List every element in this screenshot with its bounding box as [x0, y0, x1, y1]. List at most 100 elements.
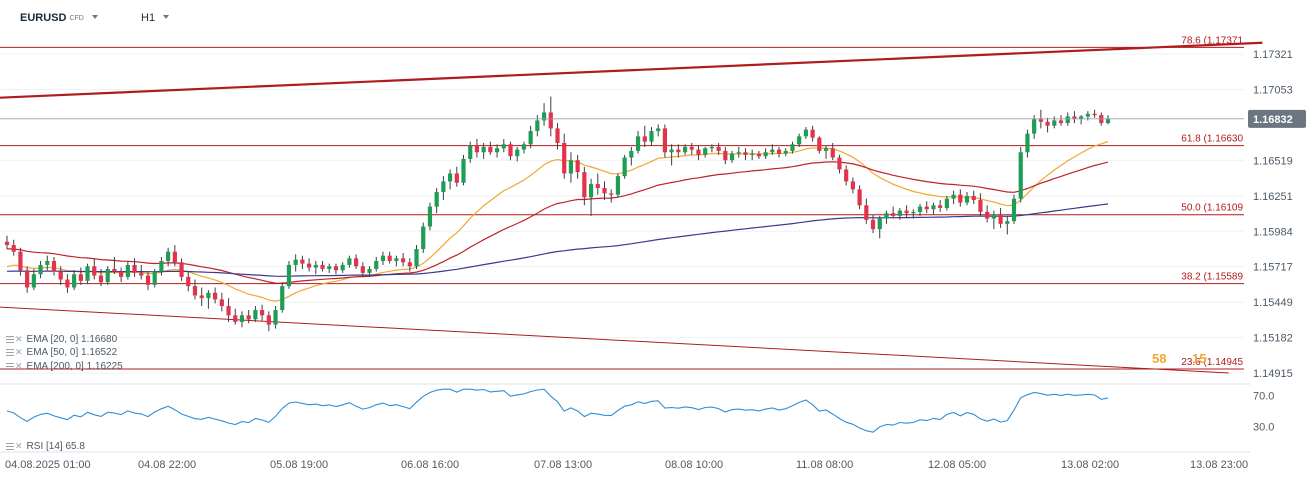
- ema200-legend[interactable]: ✕ EMA [200, 0] 1.16225: [6, 361, 123, 372]
- candle: [394, 255, 399, 267]
- candle-body: [541, 112, 547, 121]
- close-icon[interactable]: ✕: [15, 441, 23, 451]
- candle: [917, 203, 923, 216]
- close-icon[interactable]: ✕: [15, 347, 23, 357]
- symbol-name: EURUSD: [20, 12, 67, 24]
- ema200-label: EMA [200, 0] 1.16225: [26, 361, 123, 372]
- candle: [31, 268, 36, 291]
- candle-body: [327, 266, 332, 269]
- candle: [615, 173, 621, 198]
- chevron-down-icon[interactable]: [163, 15, 170, 19]
- candle: [649, 127, 654, 146]
- candle: [582, 166, 587, 206]
- candle: [535, 115, 540, 137]
- timeframe-selector[interactable]: H1: [141, 12, 170, 24]
- candle: [951, 190, 956, 204]
- price-tick-label: 1.17053: [1253, 85, 1293, 97]
- candle: [985, 205, 990, 223]
- ema50-line: [6, 161, 1109, 284]
- candle: [454, 166, 459, 187]
- symbol-selector[interactable]: EURUSD CFD: [20, 12, 98, 24]
- grid-lines: [0, 53, 1250, 385]
- settings-bars-icon[interactable]: [6, 363, 14, 370]
- ema50-legend[interactable]: ✕ EMA [50, 0] 1.16522: [6, 347, 117, 358]
- candle: [588, 178, 594, 216]
- candle-body: [823, 148, 829, 151]
- candle: [864, 198, 869, 224]
- candle-body: [199, 295, 204, 299]
- candle-body: [521, 144, 527, 150]
- candle: [186, 271, 191, 292]
- candle-body: [400, 258, 406, 263]
- candle-body: [595, 184, 600, 189]
- close-icon[interactable]: ✕: [15, 361, 23, 371]
- candle-body: [783, 150, 788, 154]
- candle: [488, 141, 493, 155]
- candle-body: [72, 274, 77, 288]
- candle-body: [4, 241, 10, 246]
- price-axis[interactable]: 1.17321 1.17053 1.16519 1.16251 1.15984 1.157…: [0, 49, 1306, 380]
- ema200-line: [6, 203, 1109, 277]
- upper-trend-line: [0, 41, 1263, 99]
- close-icon[interactable]: ✕: [15, 334, 23, 344]
- candle-body: [501, 144, 506, 149]
- rsi-legend[interactable]: ✕ RSI [14] 65.8: [6, 441, 85, 452]
- candle: [206, 290, 211, 309]
- candle-body: [85, 266, 90, 281]
- candle-body: [770, 149, 775, 153]
- time-axis[interactable]: 04.08.2025 01:00 04.08 22:00 05.08 19:00 06…: [5, 459, 1248, 471]
- candle: [877, 215, 882, 239]
- candle-body: [340, 264, 345, 271]
- candle-body: [152, 271, 157, 285]
- candle-body: [260, 310, 265, 316]
- candle: [803, 127, 808, 139]
- candle-body: [494, 148, 500, 153]
- candle-body: [575, 160, 580, 173]
- candle: [1025, 129, 1030, 158]
- settings-bars-icon[interactable]: [6, 349, 14, 356]
- fibonacci-levels: 78.6 (1.17371 61.8 (1.16630 50.0 (1.16109 3…: [0, 35, 1244, 370]
- settings-bars-icon[interactable]: [6, 443, 14, 450]
- candle-body: [562, 142, 567, 174]
- settings-bars-icon[interactable]: [6, 336, 14, 343]
- candle-body: [1018, 152, 1023, 199]
- candle-body: [750, 153, 755, 155]
- candle-body: [797, 136, 802, 145]
- chevron-down-icon[interactable]: [91, 15, 98, 19]
- candle-body: [353, 258, 359, 267]
- timeframe-label: H1: [141, 12, 156, 24]
- candle-body: [98, 275, 104, 283]
- candle: [763, 148, 768, 159]
- candle: [857, 185, 862, 210]
- candle-body: [837, 157, 842, 170]
- candle-body: [105, 268, 110, 283]
- candle: [830, 142, 835, 161]
- candle: [1105, 115, 1111, 125]
- candle-body: [602, 188, 607, 194]
- time-tick-label: 11.08 08:00: [796, 459, 853, 471]
- candle: [414, 245, 419, 269]
- candle-body: [112, 268, 117, 272]
- candle: [461, 154, 466, 186]
- candle-body: [65, 279, 70, 288]
- ema20-label: EMA [20, 0] 1.16680: [26, 334, 118, 345]
- candle: [239, 311, 245, 328]
- candle: [595, 173, 600, 195]
- candle-body: [360, 266, 365, 273]
- candle-body: [978, 199, 983, 212]
- ema20-legend[interactable]: ✕ EMA [20, 0] 1.16680: [6, 334, 117, 345]
- candle-body: [917, 206, 923, 212]
- candle: [562, 133, 567, 179]
- candle: [293, 254, 298, 272]
- candle-body: [307, 263, 312, 268]
- candle-body: [1065, 116, 1070, 124]
- lower-trend-line: [0, 306, 1229, 374]
- candle: [1005, 215, 1010, 235]
- candle: [400, 253, 406, 267]
- fib-level-label: 61.8 (1.16630: [1181, 134, 1243, 145]
- candle: [756, 150, 762, 159]
- candle-body: [387, 255, 392, 261]
- candle: [870, 214, 876, 234]
- candle-body: [703, 148, 708, 155]
